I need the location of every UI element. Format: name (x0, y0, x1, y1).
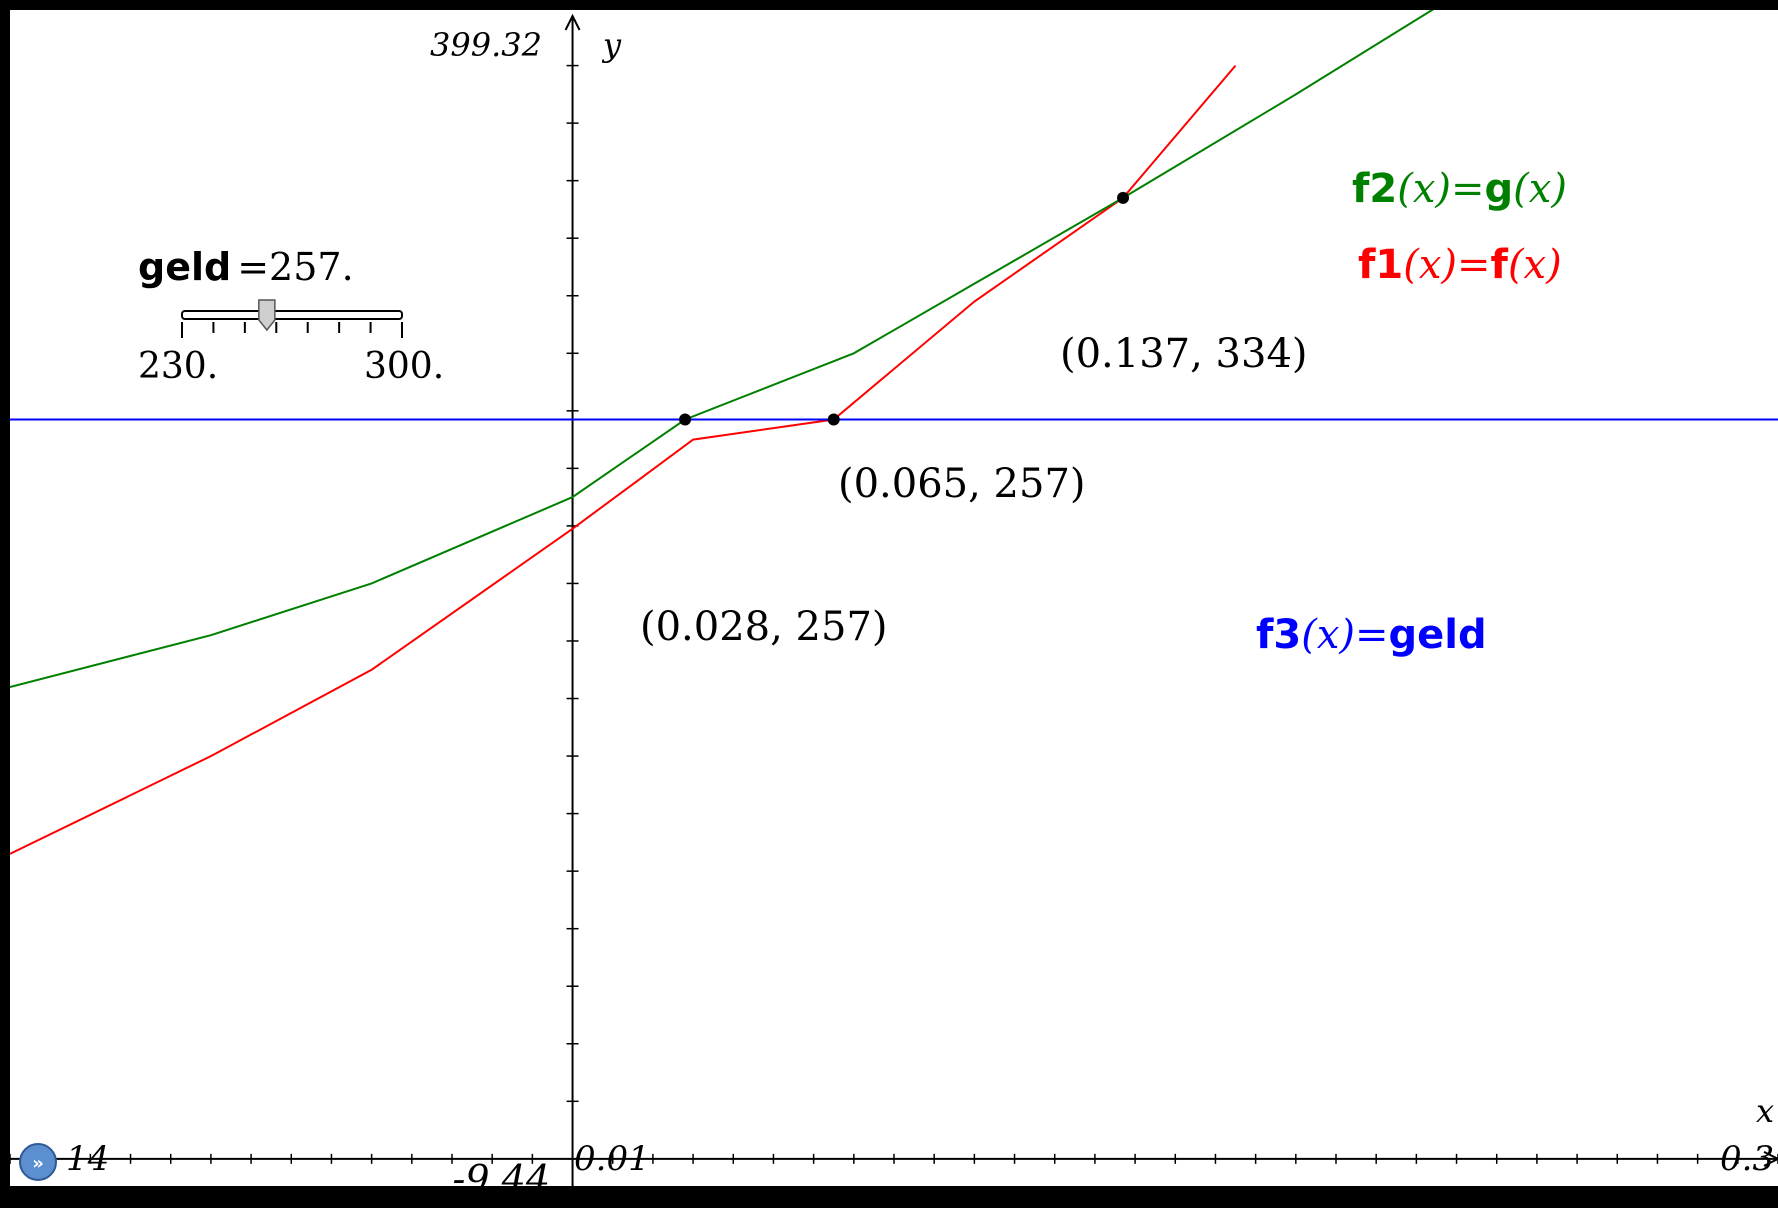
point-label-2: (0.065, 257) (838, 461, 1086, 507)
series-group (10, 10, 1778, 855)
slider-widget[interactable]: geld =257. 230. 300. (138, 245, 444, 387)
x-axis-label: x (1756, 1092, 1774, 1130)
slider-thumb[interactable] (258, 299, 276, 332)
slider-track[interactable] (181, 310, 403, 320)
x-max-label: 0.3 (1720, 1139, 1774, 1179)
y-max-label: 399.32 (430, 26, 542, 64)
intersection-point-2 (827, 413, 840, 426)
points-group (679, 191, 1130, 426)
top-frame (0, 0, 1778, 10)
svg-text:»: » (32, 1153, 44, 1174)
legend-f1: f1(x)=f(x) (1358, 242, 1562, 288)
y-min-label: -9.44 (453, 1157, 550, 1201)
bottom-frame (0, 1186, 1778, 1208)
point-label-3: (0.137, 334) (1060, 331, 1308, 377)
slider-max-label: 300. (364, 346, 444, 387)
x-axis-arrow (1763, 1150, 1778, 1167)
series-line-f1 (10, 64, 1237, 855)
axes (9, 13, 1778, 1208)
y-axis-label: y (601, 26, 622, 64)
point-label-1: (0.028, 257) (640, 604, 888, 650)
slider-ticks (181, 322, 403, 338)
slider-label: geld =257. (138, 245, 354, 289)
x-scale-label: 0.01 (574, 1139, 650, 1179)
slider-min-label: 230. (138, 346, 218, 387)
legend-f2: f2(x)=g(x) (1352, 166, 1567, 212)
intersection-point-3 (1117, 191, 1130, 204)
intersection-point-1 (679, 413, 692, 426)
left-frame (0, 0, 10, 1208)
x-min-label: 14 (66, 1139, 109, 1179)
expand-menu-icon[interactable]: » (19, 1143, 57, 1181)
legend-f3: f3(x)=geld (1256, 612, 1487, 658)
y-axis-arrow (564, 13, 581, 31)
